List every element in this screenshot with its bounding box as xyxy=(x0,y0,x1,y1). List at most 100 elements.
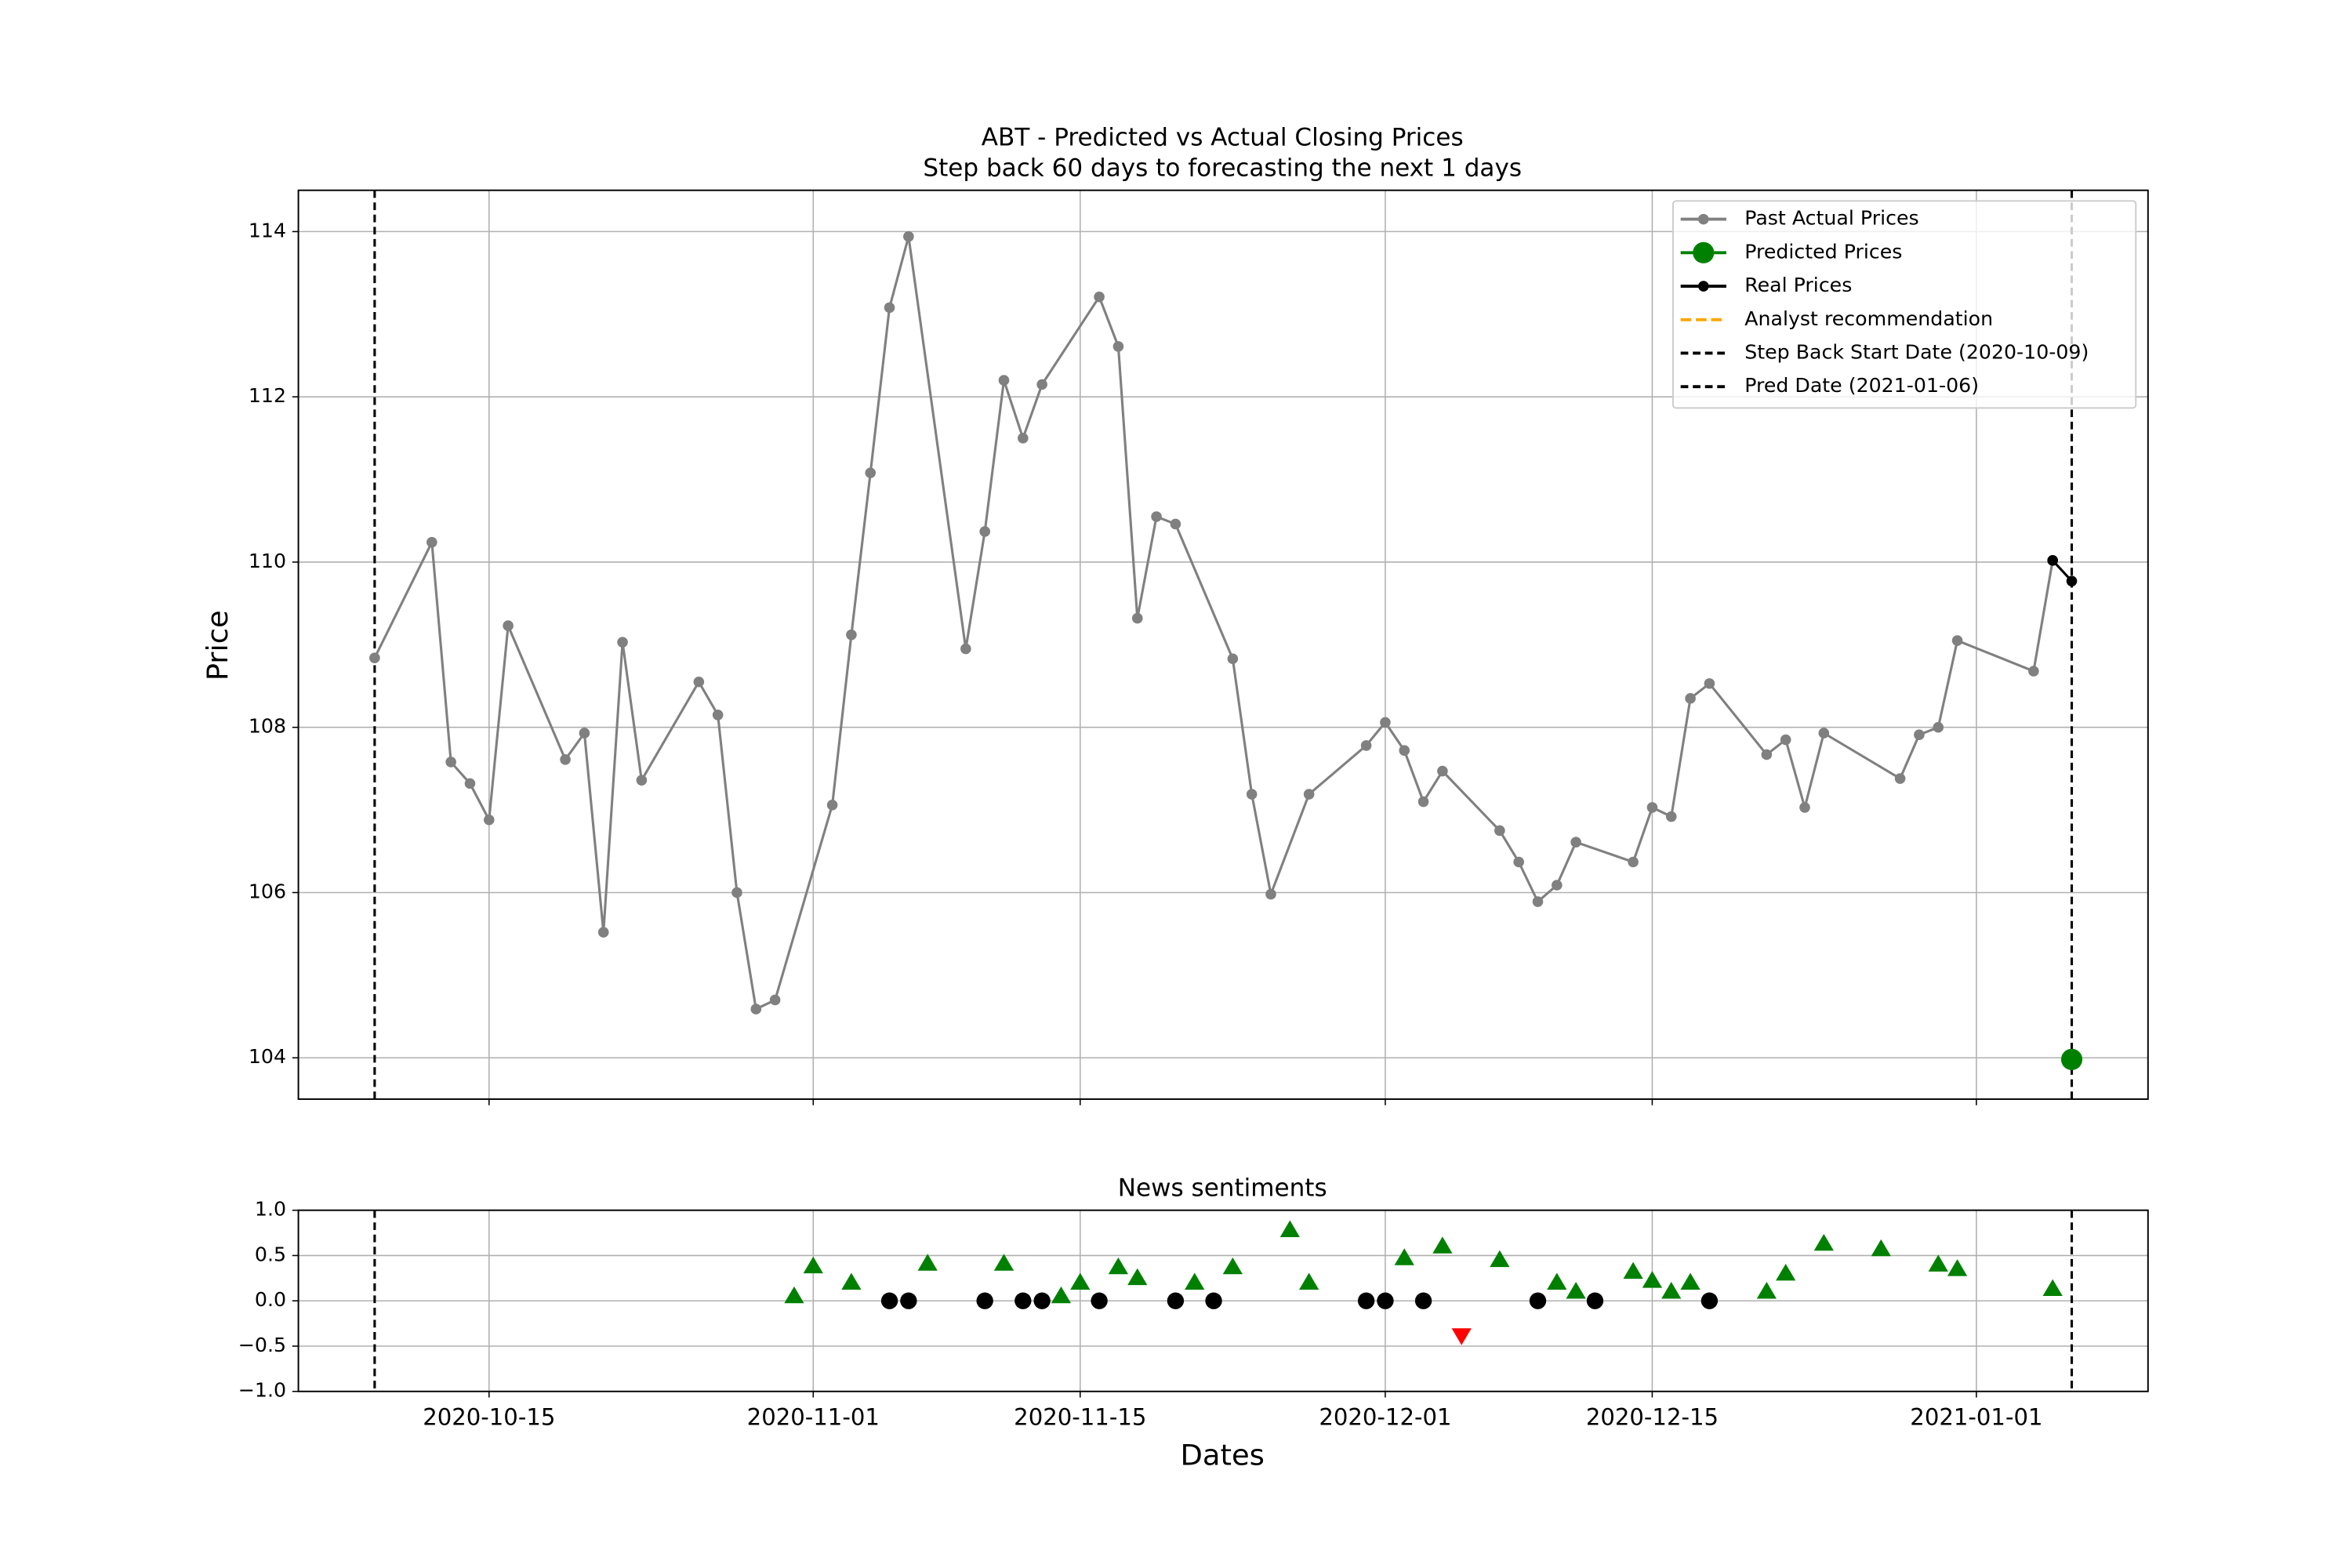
sentiment-marker xyxy=(1813,1233,1834,1251)
data-point xyxy=(1665,811,1677,822)
sentiment-marker xyxy=(1490,1250,1510,1268)
x-tick-label: 2020-12-15 xyxy=(1586,1404,1719,1431)
sentiment-marker xyxy=(1377,1292,1394,1309)
sentiment-marker xyxy=(1928,1254,1948,1272)
data-point xyxy=(712,710,724,720)
sentiment-marker xyxy=(1776,1263,1796,1281)
sentiment-marker xyxy=(1033,1292,1051,1309)
data-point xyxy=(998,375,1010,386)
data-point xyxy=(1933,721,1944,733)
x-tick-label: 2021-01-01 xyxy=(1910,1404,2042,1431)
legend-label: Past Actual Prices xyxy=(1744,207,1918,230)
y-axis-label: Price xyxy=(201,610,234,681)
sentiment-marker xyxy=(1661,1282,1682,1299)
legend-box xyxy=(1672,200,2137,409)
data-point xyxy=(1094,291,1105,303)
data-point xyxy=(1685,693,1696,704)
sentiment-marker xyxy=(1222,1257,1243,1275)
data-point xyxy=(1303,789,1315,800)
data-point xyxy=(1704,678,1715,689)
x-tick-label: 2020-11-01 xyxy=(747,1404,880,1431)
chart-subtitle: Step back 60 days to forecasting the nex… xyxy=(923,154,1522,183)
sentiment-marker xyxy=(1529,1292,1547,1309)
axes-frame xyxy=(297,1209,2149,1392)
data-point xyxy=(1780,734,1791,746)
sentiment-marker xyxy=(1185,1272,1205,1290)
legend-marker xyxy=(1698,281,1709,292)
sentiment-marker xyxy=(1680,1272,1700,1290)
chart-title: ABT - Predicted vs Actual Closing Prices xyxy=(982,124,1464,152)
data-point xyxy=(464,778,476,789)
legend: Past Actual Prices Predicted Prices Real P… xyxy=(1672,200,2137,409)
sentiment-marker xyxy=(1547,1272,1567,1290)
data-point xyxy=(503,620,514,631)
data-point xyxy=(1570,837,1581,848)
data-point xyxy=(617,637,628,648)
data-point xyxy=(636,775,648,786)
data-point xyxy=(1227,653,1239,665)
data-point xyxy=(1036,379,1047,390)
data-point xyxy=(2028,666,2039,677)
data-point xyxy=(1380,717,1391,728)
data-point xyxy=(445,757,456,768)
data-point xyxy=(903,230,914,242)
data-point xyxy=(960,643,971,655)
sentiment-marker xyxy=(784,1286,804,1304)
axes-frame xyxy=(297,189,2149,1100)
data-point xyxy=(1151,511,1162,522)
data-point xyxy=(597,927,609,938)
sentiment-marker xyxy=(1127,1268,1148,1286)
sentiment-marker xyxy=(841,1272,862,1290)
sentiment-marker xyxy=(1091,1292,1108,1309)
data-point xyxy=(2047,555,2058,566)
data-point xyxy=(884,302,895,314)
data-point xyxy=(484,814,495,826)
data-point xyxy=(1399,745,1410,757)
y-tick-label: 106 xyxy=(249,880,286,902)
data-point xyxy=(1513,856,1524,868)
sentiment-marker xyxy=(1586,1292,1604,1309)
sentiment-marker xyxy=(1014,1292,1032,1309)
sentiment-marker xyxy=(1108,1257,1129,1275)
data-point xyxy=(979,526,990,537)
sentiment-marker xyxy=(1299,1272,1319,1290)
legend-label: Pred Date (2021-01-06) xyxy=(1744,374,1979,397)
series-line xyxy=(373,236,2054,1011)
data-point xyxy=(1761,749,1773,760)
sentiment-marker xyxy=(880,1292,898,1309)
data-point xyxy=(1360,740,1372,751)
data-point xyxy=(1532,896,1544,907)
data-point xyxy=(579,728,590,739)
legend-marker xyxy=(1698,213,1709,225)
x-axis-label: Dates xyxy=(1181,1439,1265,1472)
sentiment-marker xyxy=(1947,1259,1968,1276)
sentiment-marker xyxy=(2042,1279,2063,1297)
sentiment-marker xyxy=(1414,1292,1432,1309)
data-point xyxy=(826,799,838,811)
sentiment-marker xyxy=(1623,1261,1643,1279)
sentiment-marker xyxy=(1756,1282,1777,1299)
y-tick-label: 108 xyxy=(249,715,286,738)
x-tick-label: 2020-11-15 xyxy=(1014,1404,1146,1431)
sentiment-marker xyxy=(976,1292,993,1309)
x-tick-label: 2020-10-15 xyxy=(423,1404,555,1431)
sentiment-marker xyxy=(1642,1271,1663,1288)
sentiment-marker xyxy=(1205,1292,1222,1309)
data-point xyxy=(1799,802,1810,813)
sentiment-marker xyxy=(1432,1236,1453,1254)
data-point xyxy=(1552,880,1563,891)
sentiment-marker xyxy=(1871,1239,1891,1257)
data-point xyxy=(1018,433,1029,444)
data-point xyxy=(426,536,437,548)
legend-marker xyxy=(1693,241,1715,263)
data-point xyxy=(1170,518,1181,530)
sentiment-marker xyxy=(1279,1220,1300,1237)
data-point xyxy=(1265,888,1276,900)
data-point xyxy=(1951,635,1963,646)
sentiment-marker xyxy=(993,1254,1014,1271)
data-point xyxy=(1437,765,1448,777)
x-tick-label: 2020-12-01 xyxy=(1319,1404,1451,1431)
y-tick-label: 112 xyxy=(249,384,286,407)
y-tick-label: 104 xyxy=(249,1045,286,1068)
